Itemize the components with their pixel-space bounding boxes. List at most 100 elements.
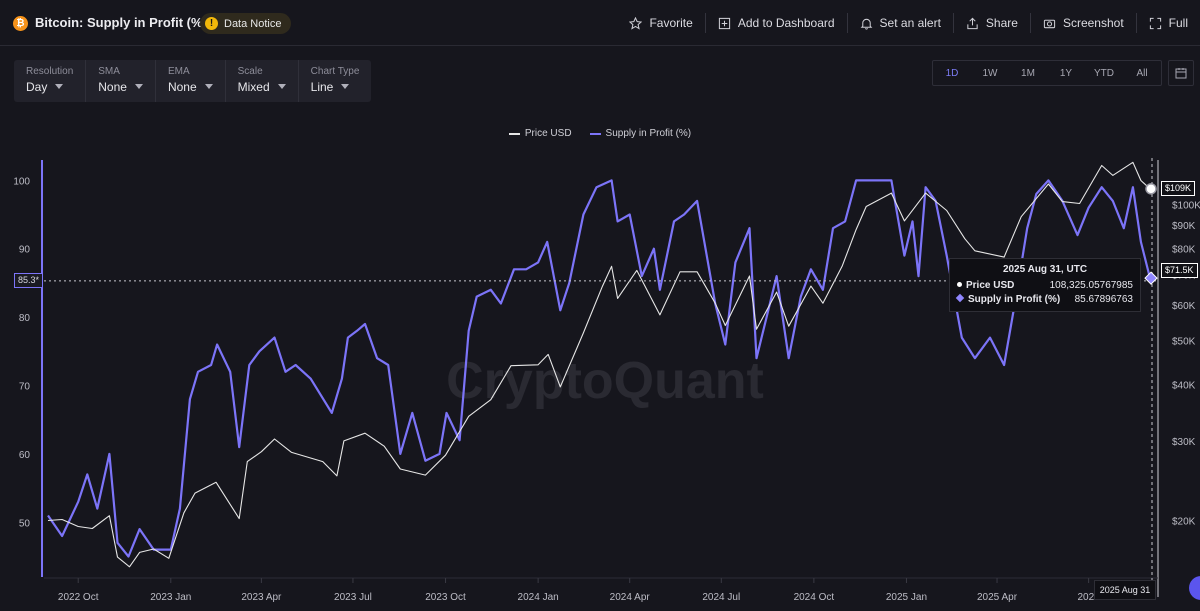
range-1w-button[interactable]: 1W: [982, 67, 998, 79]
chevron-down-icon: [55, 84, 64, 89]
crosshair-tooltip: 2025 Aug 31, UTC Price USD 108,325.057679…: [949, 258, 1141, 312]
left-tick-label: 60: [19, 450, 31, 461]
left-tick-label: 100: [13, 176, 30, 187]
right-tick-label: $90K: [1172, 221, 1196, 232]
screenshot-label: Screenshot: [1062, 16, 1124, 30]
x-tick-label: 2024 Oct: [794, 592, 835, 603]
share-icon: [967, 17, 978, 29]
chat-widget-button[interactable]: [1189, 576, 1200, 600]
chart-legend: Price USD Supply in Profit (%): [0, 128, 1200, 139]
chart-type-select[interactable]: Chart Type Line: [299, 60, 372, 102]
range-selector: 1D 1W 1M 1Y YTD All: [932, 60, 1162, 86]
right-tick-label: $20K: [1172, 517, 1196, 528]
supply-axis-tag: $71.5K: [1161, 263, 1198, 279]
tooltip-supply-value: 85.67896763: [1074, 294, 1133, 305]
header-bar: ₿ Bitcoin: Supply in Profit (%) ! Data N…: [0, 0, 1200, 46]
price-marker-dot: [1145, 183, 1157, 195]
price-dot-icon: [957, 282, 962, 287]
chevron-down-icon: [204, 84, 213, 89]
scale-value: Mixed: [237, 80, 270, 94]
resolution-value: Day: [26, 80, 48, 94]
set-alert-label: Set an alert: [879, 16, 941, 30]
legend-swatch-price: [508, 132, 520, 135]
x-tick-label: 2024 Apr: [610, 592, 651, 603]
bitcoin-icon: ₿: [13, 16, 28, 31]
dashboard-icon: [718, 17, 730, 29]
chart-type-value: Line: [310, 80, 334, 94]
tooltip-date: 2025 Aug 31, UTC: [1002, 264, 1088, 275]
x-tick-label: 2024 Jul: [702, 592, 740, 603]
x-tick-label: 2023 Oct: [425, 592, 466, 603]
crosshair-left-value: 85.3*: [14, 273, 44, 288]
x-tick-label: 2025: [1077, 592, 1100, 603]
header-actions: Favorite Add to Dashboard Set an alert S…: [617, 0, 1200, 46]
range-ytd-button[interactable]: YTD: [1094, 67, 1114, 79]
ema-label: EMA: [167, 66, 190, 77]
legend-item-price[interactable]: Price USD: [508, 128, 572, 139]
share-label: Share: [985, 16, 1018, 30]
x-tick-label: 2025 Apr: [977, 592, 1018, 603]
right-tick-label: $30K: [1172, 437, 1196, 448]
right-tick-label: $60K: [1172, 301, 1196, 312]
add-to-dashboard-label: Add to Dashboard: [737, 16, 835, 30]
x-tick-label: 2023 Apr: [241, 592, 282, 603]
legend-label-supply: Supply in Profit (%): [605, 128, 692, 139]
right-tick-label: $100K: [1172, 201, 1200, 212]
ema-value: None: [167, 80, 197, 94]
series-line-price: [47, 161, 1151, 568]
right-tick-label: $50K: [1172, 337, 1196, 348]
x-tick-label: 2025 Jan: [886, 592, 927, 603]
fullscreen-label: Full: [1168, 16, 1188, 30]
page-title: Bitcoin: Supply in Profit (%): [35, 15, 207, 30]
supply-marker-diamond: [1144, 271, 1158, 285]
scale-select[interactable]: Scale Mixed: [226, 60, 299, 102]
data-notice-badge[interactable]: ! Data Notice: [200, 13, 292, 34]
left-tick-label: 50: [19, 518, 31, 529]
chart-type-label: Chart Type: [310, 66, 360, 77]
star-icon: [629, 16, 643, 30]
right-tick-label: $40K: [1172, 380, 1196, 391]
range-1m-button[interactable]: 1M: [1021, 67, 1035, 79]
right-tick-label: $80K: [1172, 244, 1196, 255]
chart-canvas[interactable]: CryptoQuant 50 60 70 80 90 100 $20K $30K $40K $50K…: [0, 150, 1200, 611]
fullscreen-button[interactable]: Full: [1135, 13, 1200, 33]
range-1d-button[interactable]: 1D: [945, 67, 959, 79]
ema-select[interactable]: EMA None: [156, 60, 226, 102]
tooltip-price-label: Price USD: [966, 280, 1015, 291]
date-range-button[interactable]: [1168, 60, 1194, 86]
scale-label: Scale: [237, 66, 263, 77]
left-tick-label: 90: [19, 245, 31, 256]
sma-value: None: [98, 80, 127, 94]
favorite-button[interactable]: Favorite: [617, 13, 704, 33]
screenshot-button[interactable]: Screenshot: [1029, 13, 1136, 33]
legend-label-price: Price USD: [524, 128, 572, 139]
supply-diamond-icon: [955, 293, 965, 303]
left-tick-label: 80: [19, 313, 31, 324]
resolution-select[interactable]: Resolution Day: [14, 60, 87, 102]
calendar-icon: [1175, 68, 1187, 79]
favorite-label: Favorite: [649, 16, 693, 30]
legend-swatch-supply: [589, 132, 601, 135]
chevron-down-icon: [134, 84, 143, 89]
range-all-button[interactable]: All: [1136, 67, 1148, 79]
share-button[interactable]: Share: [952, 13, 1030, 33]
chart-controls: Resolution Day SMA None EMA None Scale M…: [14, 60, 372, 102]
x-tick-label: 2023 Jul: [334, 592, 372, 603]
sma-select[interactable]: SMA None: [86, 60, 156, 102]
series-line-supply: [47, 179, 1152, 558]
x-tick-label: 2023 Jan: [150, 592, 191, 603]
x-tick-label: 2024 Jan: [518, 592, 559, 603]
chevron-down-icon: [277, 84, 286, 89]
price-axis-tag: $109K: [1161, 180, 1196, 196]
crosshair-date-label: 2025 Aug 31: [1094, 580, 1156, 600]
sma-label: SMA: [98, 66, 120, 77]
add-to-dashboard-button[interactable]: Add to Dashboard: [704, 13, 847, 33]
left-tick-label: 70: [19, 382, 31, 393]
camera-icon: [1043, 19, 1056, 28]
bell-icon: [860, 18, 872, 30]
resolution-label: Resolution: [26, 66, 74, 77]
range-1y-button[interactable]: 1Y: [1059, 67, 1073, 79]
set-alert-button[interactable]: Set an alert: [846, 13, 953, 33]
legend-item-supply[interactable]: Supply in Profit (%): [589, 128, 692, 139]
warning-icon: !: [205, 17, 218, 30]
